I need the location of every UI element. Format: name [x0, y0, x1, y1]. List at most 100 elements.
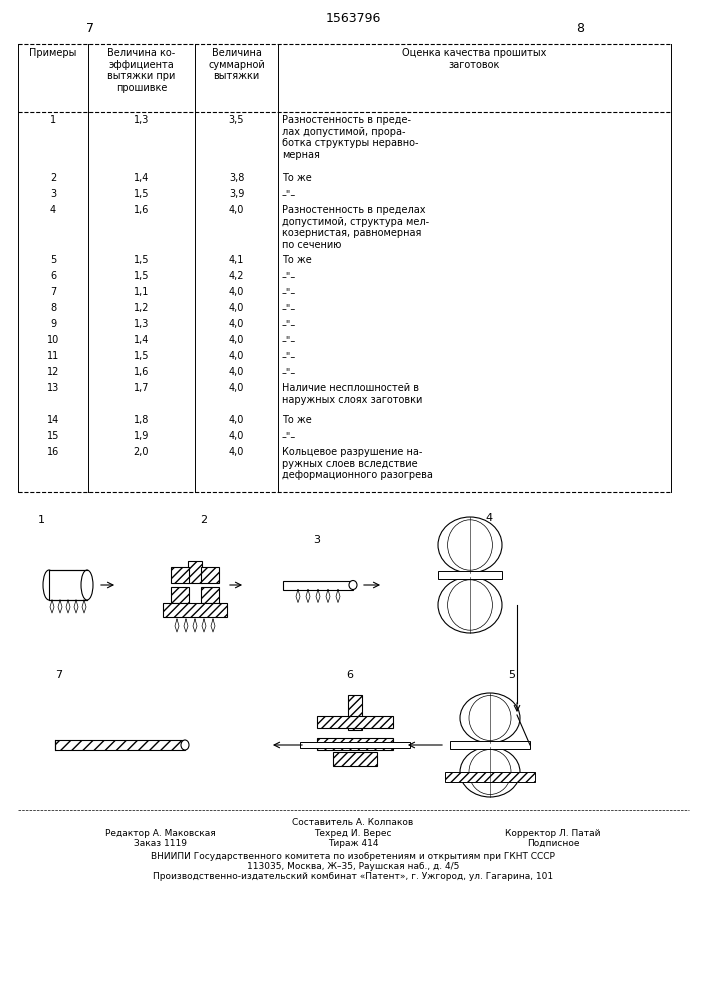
Text: 7: 7: [50, 287, 56, 297]
Text: 4,0: 4,0: [229, 205, 244, 215]
Text: 1,8: 1,8: [134, 415, 149, 425]
Text: 4,0: 4,0: [229, 319, 244, 329]
Text: 1563796: 1563796: [325, 12, 380, 25]
Text: 9: 9: [50, 319, 56, 329]
Text: Разностенность в пределах
допустимой, структура мел-
козернистая, равномерная
по: Разностенность в пределах допустимой, ст…: [282, 205, 429, 250]
Text: –"–: –"–: [282, 303, 296, 313]
Text: Редактор А. Маковская: Редактор А. Маковская: [105, 829, 216, 838]
Text: То же: То же: [282, 173, 312, 183]
Text: 3,8: 3,8: [229, 173, 244, 183]
Text: Примеры: Примеры: [29, 48, 76, 58]
Text: 1,3: 1,3: [134, 319, 149, 329]
Text: ВНИИПИ Государственного комитета по изобретениям и открытиям при ГКНТ СССР: ВНИИПИ Государственного комитета по изоб…: [151, 852, 555, 861]
Text: 3,9: 3,9: [229, 189, 244, 199]
Text: 4,0: 4,0: [229, 415, 244, 425]
Text: 4,0: 4,0: [229, 447, 244, 457]
Text: 1,5: 1,5: [134, 255, 149, 265]
Text: –"–: –"–: [282, 367, 296, 377]
Ellipse shape: [460, 747, 520, 797]
Text: 4,0: 4,0: [229, 383, 244, 393]
Text: 1,4: 1,4: [134, 173, 149, 183]
Text: Подписное: Подписное: [527, 839, 579, 848]
Bar: [317, 738, 393, 750]
Text: 12: 12: [47, 367, 59, 377]
Bar: [450, 741, 530, 749]
Ellipse shape: [469, 696, 511, 740]
Text: 4,0: 4,0: [229, 287, 244, 297]
Polygon shape: [201, 587, 219, 603]
Text: 1: 1: [38, 515, 45, 525]
Text: –"–: –"–: [282, 431, 296, 441]
Polygon shape: [171, 567, 189, 583]
Text: 1,3: 1,3: [134, 115, 149, 125]
Ellipse shape: [43, 570, 55, 600]
Text: –"–: –"–: [282, 271, 296, 281]
Text: 4,0: 4,0: [229, 303, 244, 313]
Text: 4,0: 4,0: [229, 367, 244, 377]
Text: 1,5: 1,5: [134, 271, 149, 281]
Text: 1,5: 1,5: [134, 189, 149, 199]
Text: –"–: –"–: [282, 335, 296, 345]
Ellipse shape: [460, 693, 520, 743]
Text: Составитель А. Колпаков: Составитель А. Колпаков: [293, 818, 414, 827]
Text: Производственно-издательский комбинат «Патент», г. Ужгород, ул. Гагарина, 101: Производственно-издательский комбинат «П…: [153, 872, 553, 881]
Ellipse shape: [81, 570, 93, 600]
Text: Заказ 1119: Заказ 1119: [134, 839, 187, 848]
Text: 7: 7: [55, 670, 62, 680]
Text: 1: 1: [50, 115, 56, 125]
Text: –"–: –"–: [282, 189, 296, 199]
Text: 4,0: 4,0: [229, 431, 244, 441]
Ellipse shape: [469, 750, 511, 794]
Text: 15: 15: [47, 431, 59, 441]
Text: Кольцевое разрушение на-
ружных слоев вследствие
деформационного разогрева: Кольцевое разрушение на- ружных слоев вс…: [282, 447, 433, 480]
Text: Наличие несплошностей в
наружных слоях заготовки: Наличие несплошностей в наружных слоях з…: [282, 383, 422, 405]
Text: –"–: –"–: [282, 287, 296, 297]
Text: –"–: –"–: [282, 351, 296, 361]
Text: Корректор Л. Патай: Корректор Л. Патай: [506, 829, 601, 838]
Ellipse shape: [181, 740, 189, 750]
Text: 1,7: 1,7: [134, 383, 149, 393]
Text: 4,0: 4,0: [229, 335, 244, 345]
Text: 4,2: 4,2: [229, 271, 244, 281]
Text: 3: 3: [313, 535, 320, 545]
Text: 10: 10: [47, 335, 59, 345]
Text: 4: 4: [50, 205, 56, 215]
Text: 16: 16: [47, 447, 59, 457]
Bar: [445, 772, 535, 782]
Text: 2: 2: [50, 173, 56, 183]
Text: 2,0: 2,0: [134, 447, 149, 457]
Ellipse shape: [448, 520, 492, 570]
Bar: [333, 752, 377, 766]
Text: 14: 14: [47, 415, 59, 425]
Text: 7: 7: [86, 22, 94, 35]
Bar: [283, 580, 353, 589]
Text: 4,0: 4,0: [229, 351, 244, 361]
Text: 1,6: 1,6: [134, 205, 149, 215]
Text: 1,4: 1,4: [134, 335, 149, 345]
Text: То же: То же: [282, 255, 312, 265]
Text: 113035, Москва, Ж–35, Раушская наб., д. 4/5: 113035, Москва, Ж–35, Раушская наб., д. …: [247, 862, 459, 871]
Text: 3,5: 3,5: [229, 115, 244, 125]
Text: 4,1: 4,1: [229, 255, 244, 265]
Text: 1,5: 1,5: [134, 351, 149, 361]
Text: Величина ко-
эффициента
вытяжки при
прошивке: Величина ко- эффициента вытяжки при прош…: [107, 48, 175, 93]
Bar: [55, 740, 185, 750]
Text: 8: 8: [576, 22, 584, 35]
Ellipse shape: [438, 577, 502, 633]
Text: 1,9: 1,9: [134, 431, 149, 441]
Bar: [163, 603, 227, 617]
Text: 1,1: 1,1: [134, 287, 149, 297]
Ellipse shape: [448, 580, 492, 630]
Polygon shape: [171, 587, 189, 603]
Text: Разностенность в преде-
лах допустимой, прора-
ботка структуры неравно-
мерная: Разностенность в преде- лах допустимой, …: [282, 115, 419, 160]
Text: 5: 5: [50, 255, 56, 265]
Bar: [348, 695, 362, 730]
Text: Оценка качества прошитых
заготовок: Оценка качества прошитых заготовок: [402, 48, 547, 70]
Ellipse shape: [438, 517, 502, 573]
Text: Тираж 414: Тираж 414: [328, 839, 378, 848]
Bar: [438, 571, 502, 579]
Text: То же: То же: [282, 415, 312, 425]
Bar: [49, 570, 87, 600]
Text: Техред И. Верес: Техред И. Верес: [314, 829, 392, 838]
Polygon shape: [201, 567, 219, 583]
